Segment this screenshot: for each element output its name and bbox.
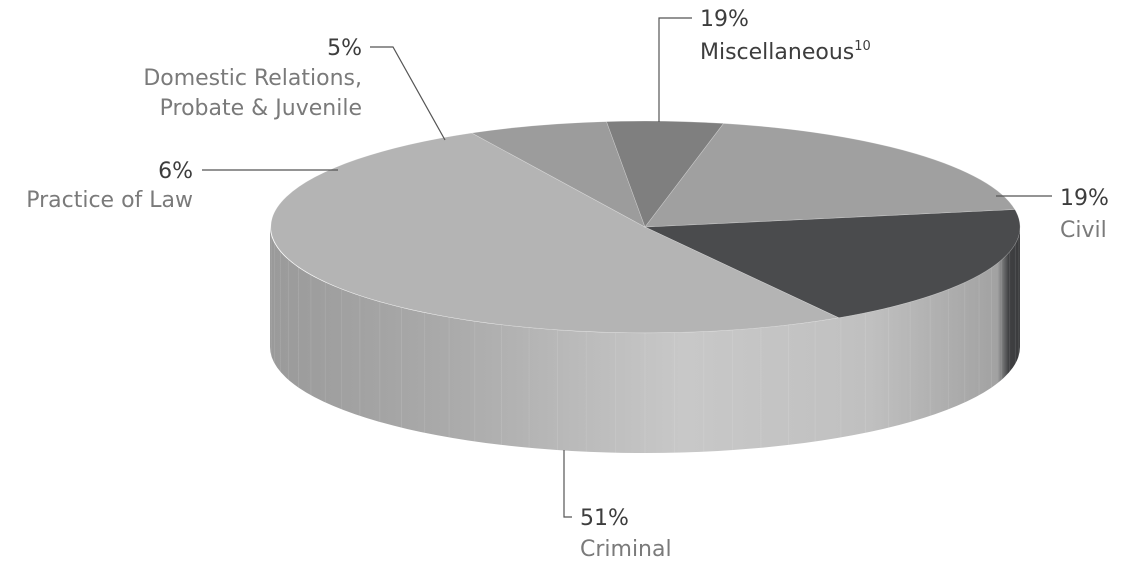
slice-domestic: [606, 120, 725, 228]
slice-misc: [644, 123, 1016, 228]
slice-labels: 19% Miscellaneous10 5% Domestic Relation…: [26, 7, 1109, 561]
leader-line-miscellaneous: [658, 17, 692, 122]
misc-footnote: 10: [854, 39, 871, 54]
criminal-label: Criminal: [580, 537, 672, 561]
slice-criminal: [270, 132, 840, 334]
practice-pct: 6%: [158, 159, 193, 184]
practice-label: Practice of Law: [26, 188, 193, 213]
leader-lines: [202, 17, 1052, 518]
slice-civil: [644, 209, 1021, 319]
criminal-pct: 51%: [580, 506, 629, 531]
domestic-pct: 5%: [327, 36, 362, 61]
civil-label: Civil: [1060, 218, 1107, 243]
domestic-label-line-1: Domestic Relations,: [143, 66, 362, 91]
pie-side-body: [270, 227, 1020, 453]
leader-line-criminal: [563, 450, 572, 518]
domestic-label-line-2: Probate & Juvenile: [160, 96, 362, 121]
pie-slices: [270, 120, 1021, 334]
leader-line-domestic: [370, 46, 446, 141]
pie-side-wall: [270, 227, 1020, 453]
slice-practice: [470, 121, 646, 228]
civil-pct: 19%: [1060, 186, 1109, 211]
misc-label: Miscellaneous10: [700, 39, 871, 65]
misc-pct: 19%: [700, 7, 749, 32]
